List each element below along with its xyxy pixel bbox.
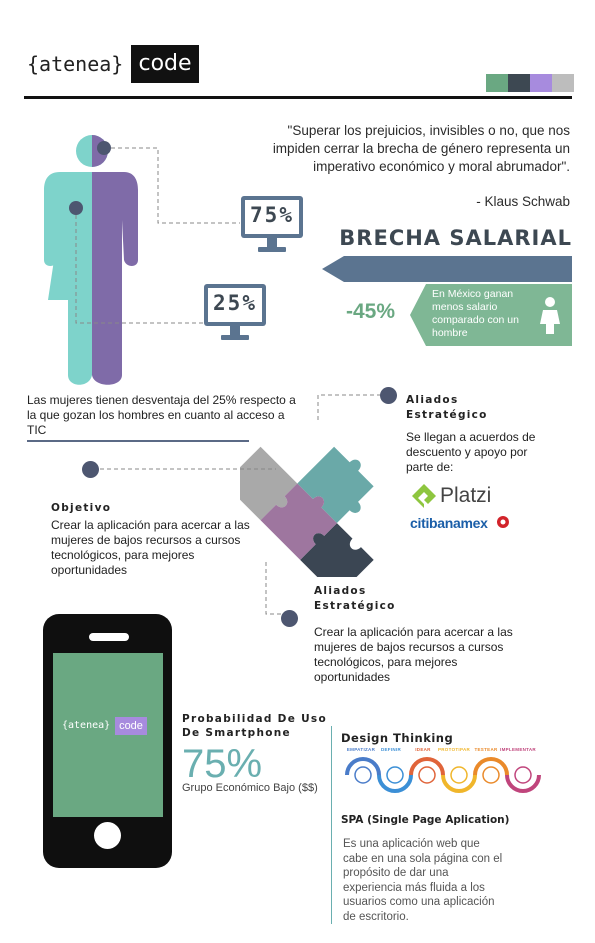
platzi-logo-icon — [412, 484, 436, 508]
color-swatch — [530, 74, 552, 92]
platzi-logo-text: Platzi — [440, 484, 492, 507]
section-divider — [331, 726, 332, 924]
monitor-icon — [204, 284, 266, 340]
header-divider — [24, 96, 572, 99]
aliados-dot — [380, 387, 397, 404]
color-swatch — [486, 74, 508, 92]
aliados-2-dot — [281, 610, 298, 627]
objetivo-connector — [100, 468, 276, 470]
brecha-text: En México ganan menos salario comparado … — [432, 288, 519, 339]
dt-step-label: IDEAR — [415, 747, 431, 752]
aliados-text: Se llegan a acuerdos de descuento y apoy… — [406, 430, 536, 474]
brecha-arrow-banner — [322, 256, 572, 282]
dt-step-label: TESTEAR — [474, 747, 498, 752]
women-text-underline — [27, 440, 249, 442]
dt-step-label: IMPLEMENTAR — [500, 747, 536, 752]
objetivo-text: Crear la aplicación para acercar a las m… — [51, 518, 250, 577]
women-disadvantage-text: Las mujeres tienen desventaja del 25% re… — [27, 393, 296, 437]
spa-title: SPA (Single Page Aplication) — [341, 814, 510, 826]
brecha-title: BRECHA SALARIAL — [339, 226, 572, 250]
quote-text: "Superar los prejuicios, invisibles o no… — [272, 123, 570, 174]
design-thinking-title: Design Thinking — [341, 731, 454, 745]
logo-text: {atenea} — [27, 52, 124, 76]
aliados-title: Aliados Estratégico — [406, 394, 488, 421]
brecha-info-banner — [410, 284, 572, 346]
smartphone-percent: 75% — [182, 742, 263, 786]
citibanamex-logo-icon — [497, 516, 509, 528]
dt-step-label: DEFINIR — [380, 747, 402, 752]
color-swatch — [552, 74, 574, 92]
citibanamex-logo-text: citibanamex — [410, 515, 488, 531]
stat-75-percent: 75% — [250, 203, 294, 227]
smartphone-home-button — [94, 822, 121, 849]
design-thinking-process-graphic — [345, 757, 541, 793]
objetivo-dot — [82, 461, 99, 478]
smartphone-title: Probabilidad De Uso De Smartphone — [182, 713, 327, 739]
quote-author: - Klaus Schwab — [476, 194, 570, 209]
aliados-connector — [317, 394, 388, 423]
gender-figure-illustration — [44, 135, 240, 385]
dt-step-label: PROTOTIPAR — [437, 747, 471, 752]
aliados-2-connector — [265, 562, 282, 615]
aliados-2-text: Crear la aplicación para acercar a las m… — [314, 625, 513, 684]
objetivo-title: Objetivo — [51, 502, 112, 514]
smartphone-speaker — [89, 633, 129, 641]
smartphone-screen — [53, 653, 163, 817]
phone-logo-text: {atenea} — [62, 720, 111, 731]
logo-code-badge: code — [131, 45, 199, 83]
color-swatch — [508, 74, 530, 92]
puzzle-illustration — [240, 446, 390, 577]
phone-logo-code: code — [115, 717, 147, 735]
spa-text: Es una aplicación web que cabe en una so… — [343, 838, 503, 923]
monitor-icon — [241, 196, 303, 252]
brecha-percent: -45% — [346, 300, 396, 323]
stat-25-percent: 25% — [213, 291, 257, 315]
aliados-2-title: Aliados Estratégico — [314, 585, 396, 612]
dt-step-label: EMPATIZAR — [346, 747, 376, 752]
smartphone-group: Grupo Económico Bajo ($$) — [182, 782, 318, 794]
